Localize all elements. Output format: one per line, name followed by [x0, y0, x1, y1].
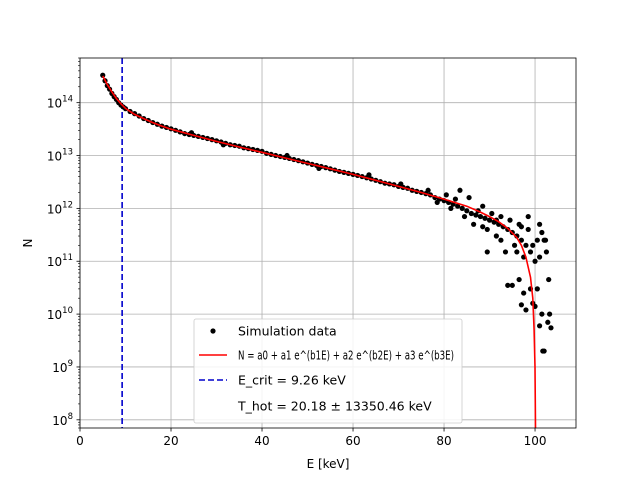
data-point	[541, 237, 547, 243]
data-point	[480, 224, 486, 230]
data-point	[471, 221, 477, 227]
data-point	[530, 242, 536, 248]
legend-scatter-marker	[210, 328, 216, 334]
data-point	[546, 276, 552, 283]
data-point	[523, 307, 529, 313]
data-point	[502, 249, 509, 255]
data-point	[473, 212, 479, 218]
data-point	[482, 215, 488, 221]
data-point	[477, 213, 484, 220]
grid	[79, 58, 576, 428]
legend-ecrit-label: E_crit = 9.26 keV	[238, 373, 346, 388]
x-tick-label: 0	[76, 434, 84, 448]
x-tick-label: 100	[524, 434, 547, 448]
x-axis-label: E [keV]	[307, 457, 350, 471]
data-point	[543, 249, 550, 255]
legend-thot-label: T_hot = 20.18 ± 13350.46 keV	[237, 399, 432, 414]
legend: Simulation data N = a0 + a1 e^(b1E) + a2 …	[193, 318, 463, 424]
legend-fit-label: N = a0 + a1 e^(b1E) + a2 e^(b2E) + a3 e^…	[238, 348, 454, 363]
data-point	[455, 203, 461, 209]
data-point	[457, 187, 463, 193]
data-point	[523, 242, 529, 248]
plot-frame	[79, 57, 577, 429]
legend-scatter-label: Simulation data	[238, 324, 337, 339]
data-point	[539, 311, 545, 317]
data-point	[398, 181, 404, 187]
data-point	[518, 224, 524, 230]
data-point	[461, 213, 468, 220]
data-point	[452, 196, 459, 202]
data-point	[100, 72, 106, 78]
data-point	[434, 199, 440, 205]
data-point	[484, 249, 490, 255]
data-point	[466, 194, 472, 201]
data-point	[518, 302, 524, 308]
data-point	[511, 242, 518, 248]
data-point	[534, 286, 540, 292]
data-point	[518, 237, 524, 243]
data-point	[507, 217, 513, 223]
data-point	[516, 276, 522, 283]
series-layer	[100, 58, 554, 429]
data-point	[536, 254, 543, 260]
data-point	[514, 249, 520, 255]
data-point	[484, 226, 490, 233]
data-point	[486, 217, 493, 223]
data-point	[541, 348, 547, 354]
data-point	[536, 323, 543, 329]
data-point	[525, 213, 531, 220]
data-point	[443, 192, 449, 198]
data-point	[464, 208, 470, 214]
x-tick-label: 60	[345, 434, 360, 448]
data-point	[545, 319, 551, 325]
data-point	[425, 187, 431, 193]
data-point	[547, 311, 553, 317]
data-point	[366, 172, 372, 178]
data-point	[525, 226, 531, 233]
data-point	[489, 210, 495, 217]
data-point	[548, 325, 554, 331]
data-point	[480, 203, 486, 209]
x-tick-label: 20	[163, 434, 178, 448]
data-point	[536, 221, 543, 227]
data-point	[527, 249, 534, 255]
y-axis-label: N	[21, 239, 35, 248]
data-point	[532, 258, 538, 264]
data-point	[468, 210, 474, 217]
data-point	[493, 233, 499, 239]
data-point	[498, 237, 504, 243]
data-point	[459, 205, 465, 211]
data-point	[509, 282, 515, 288]
data-point	[505, 282, 511, 288]
x-tick-label: 80	[436, 434, 451, 448]
data-point	[284, 152, 290, 159]
data-point	[498, 213, 504, 220]
legend-box	[193, 318, 463, 424]
x-tick-label: 40	[254, 434, 269, 448]
data-point	[534, 237, 540, 243]
data-point	[539, 229, 545, 236]
data-point	[521, 290, 527, 296]
data-point	[448, 205, 454, 211]
fit-line	[102, 75, 537, 429]
